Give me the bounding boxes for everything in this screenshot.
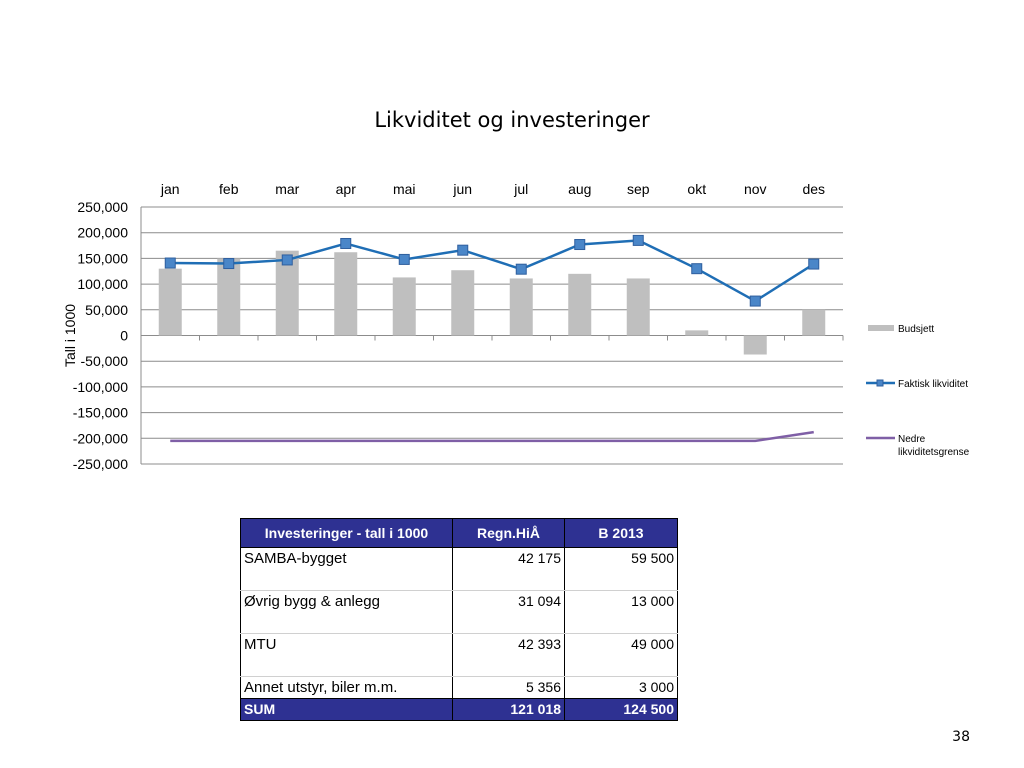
total-b2013: 124 500 (564, 698, 678, 721)
budsjett-bar (392, 277, 416, 336)
header-b-2013: B 2013 (564, 518, 678, 548)
y-tick-label: 0 (120, 328, 128, 344)
budsjett-bar (451, 270, 475, 336)
table-row: Annet utstyr, biler m.m. 5 356 3 000 (240, 676, 678, 699)
y-tick-label: -100,000 (73, 379, 128, 395)
budsjett-bar (568, 273, 592, 336)
row-b2013: 49 000 (564, 633, 678, 655)
faktisk-likviditet-point (164, 257, 176, 269)
budsjett-bar (802, 309, 826, 336)
row-regn: 5 356 (452, 676, 565, 699)
x-category-label: nov (744, 181, 767, 197)
budsjett-bar (509, 278, 533, 336)
faktisk-likviditet-line (170, 239, 815, 303)
table-spacer-row (240, 655, 678, 677)
legend-budsjett-label: Budsjett (898, 324, 934, 335)
budsjett-bar (158, 268, 182, 336)
x-category-label: jul (513, 181, 528, 197)
faktisk-likviditet-point (632, 234, 644, 246)
faktisk-likviditet-point (749, 295, 761, 307)
total-label: SUM (240, 698, 453, 721)
y-tick-label: 50,000 (85, 302, 128, 318)
budsjett-bar (685, 330, 709, 336)
header-regn-hia: Regn.HiÅ (452, 518, 565, 548)
y-tick-label: 100,000 (77, 276, 128, 292)
row-label: MTU (240, 633, 453, 655)
faktisk-likviditet-point (281, 254, 293, 266)
investments-table: Investeringer - tall i 1000 Regn.HiÅ B 2… (240, 518, 678, 721)
x-category-label: feb (219, 181, 239, 197)
legend-faktisk-label: Faktisk likviditet (898, 379, 968, 390)
table-spacer-row (240, 612, 678, 634)
nedre-likviditetsgrense-line (170, 430, 814, 443)
legend-nedre-label: Nedre likviditetsgrense (898, 434, 970, 458)
page-number: 38 (952, 729, 970, 745)
faktisk-likviditet-point (515, 263, 527, 275)
row-b2013: 3 000 (564, 676, 678, 699)
table-row: SAMBA-bygget 42 175 59 500 (240, 547, 678, 569)
x-category-label: apr (336, 181, 357, 197)
faktisk-likviditet-point (340, 237, 352, 249)
table-row: Øvrig bygg & anlegg 31 094 13 000 (240, 590, 678, 612)
liquidity-chart: 250,000 200,000 150,000 100,000 50,000 0 -50,0… (62, 181, 970, 472)
legend-faktisk-marker (876, 379, 884, 387)
x-category-label: mar (275, 181, 299, 197)
header-investments: Investeringer - tall i 1000 (240, 518, 453, 548)
table-spacer-row (240, 569, 678, 591)
budsjett-bar (626, 278, 650, 336)
x-category-label: sep (627, 181, 650, 197)
x-category-label: mai (393, 181, 416, 197)
y-tick-label: -250,000 (73, 456, 128, 472)
row-b2013: 13 000 (564, 590, 678, 612)
slide-title: Likviditet og investeringer (374, 108, 650, 132)
row-label: Øvrig bygg & anlegg (240, 590, 453, 612)
faktisk-likviditet-point (398, 253, 410, 265)
row-regn: 42 393 (452, 633, 565, 655)
y-tick-label: 250,000 (77, 199, 128, 215)
y-axis-title: Tall i 1000 (62, 304, 78, 367)
y-tick-label: -200,000 (73, 430, 128, 446)
row-b2013: 59 500 (564, 547, 678, 569)
table-total-row: SUM 121 018 124 500 (240, 698, 678, 721)
table-row: MTU 42 393 49 000 (240, 633, 678, 655)
faktisk-likviditet-point (691, 263, 703, 275)
y-tick-label: -150,000 (73, 405, 128, 421)
y-tick-label: -50,000 (81, 353, 129, 369)
x-category-label: jan (160, 181, 180, 197)
y-tick-label: 150,000 (77, 250, 128, 266)
legend-budsjett-swatch (868, 325, 894, 331)
faktisk-likviditet-point (808, 258, 820, 270)
faktisk-likviditet-point (457, 244, 469, 256)
x-category-label: aug (568, 181, 591, 197)
budsjett-bar (743, 335, 767, 355)
row-regn: 42 175 (452, 547, 565, 569)
row-label: Annet utstyr, biler m.m. (240, 676, 453, 699)
x-category-label: jun (452, 181, 472, 197)
budsjett-bar (275, 250, 299, 336)
budsjett-bar (217, 258, 241, 336)
budsjett-bar (334, 252, 358, 336)
row-regn: 31 094 (452, 590, 565, 612)
x-category-label: des (802, 181, 825, 197)
total-regn: 121 018 (452, 698, 565, 721)
faktisk-likviditet-point (574, 239, 586, 251)
table-header-row: Investeringer - tall i 1000 Regn.HiÅ B 2… (240, 518, 678, 548)
y-tick-label: 200,000 (77, 225, 128, 241)
faktisk-likviditet-point (223, 258, 235, 270)
x-category-label: okt (687, 181, 706, 197)
row-label: SAMBA-bygget (240, 547, 453, 569)
